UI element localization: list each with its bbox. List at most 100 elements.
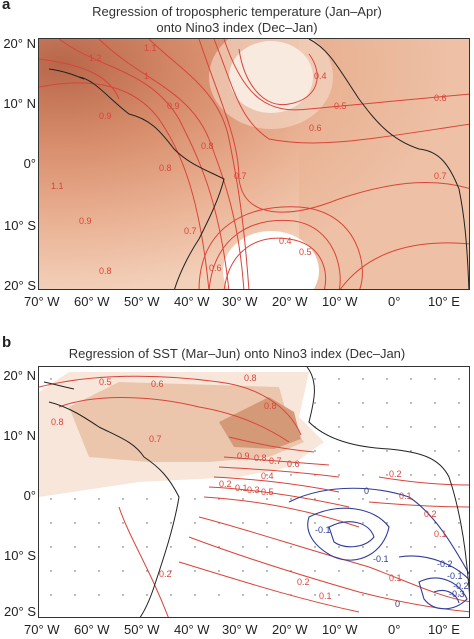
label-b-27: 0.2 <box>424 509 437 519</box>
panel-b-lon-70w: 70° W <box>24 622 60 637</box>
contour-0p7-south <box>339 242 469 289</box>
panel-b-map: 0.5 0.6 0.8 0.8 0.8 0.7 0.9 0.8 0.7 0.6 … <box>38 366 470 618</box>
pos-contour-9 <box>198 516 469 603</box>
panel-b-title: Regression of SST (Mar–Jun) onto Nino3 i… <box>68 346 406 361</box>
contour-1p2 <box>39 58 120 100</box>
contour-0p6 <box>213 39 469 144</box>
panel-a-lon-10w: 10° W <box>322 294 358 309</box>
label-b-21: -0.1 <box>315 525 331 535</box>
pos-contour-11 <box>178 561 360 613</box>
panel-b-pos-contours <box>39 375 469 617</box>
panel-a-map-svg: 1.2 1.1 1.1 1 0.9 0.9 0.8 0.8 0.7 0.7 0.… <box>39 39 469 289</box>
pos-contour-4 <box>223 456 330 466</box>
panel-b-map-svg: 0.5 0.6 0.8 0.8 0.8 0.7 0.9 0.8 0.7 0.6 … <box>39 367 469 617</box>
panel-a-contour-labels: 1.2 1.1 1.1 1 0.9 0.9 0.8 0.8 0.7 0.7 0.… <box>51 43 447 276</box>
neg-contour-2 <box>328 521 375 548</box>
label-a-8: 0.7 <box>234 171 247 181</box>
contour-0p5 <box>223 39 469 111</box>
pos-contour-7 <box>208 486 350 508</box>
panel-a-lat-20s: 20° S <box>4 278 36 293</box>
pos-contour-6 <box>213 476 340 493</box>
label-b-23: -0.2 <box>437 559 453 569</box>
panel-b-lon-30w: 30° W <box>222 622 258 637</box>
panel-b-lon-0: 0° <box>388 622 401 637</box>
label-b-3: 0.8 <box>51 417 64 427</box>
label-a-13: 0.5 <box>334 101 347 111</box>
label-b-6: 0.9 <box>237 451 250 461</box>
panel-a-map: 1.2 1.1 1.1 1 0.9 0.9 0.8 0.8 0.7 0.7 0.… <box>38 38 470 290</box>
contour-1p0 <box>58 39 230 289</box>
pos-contour-1 <box>39 375 302 436</box>
label-a-0: 1.2 <box>89 53 102 63</box>
pos-contour-14 <box>368 501 469 508</box>
label-b-30: -0.2 <box>453 581 469 591</box>
panel-a-lon-30w: 30° W <box>222 294 258 309</box>
label-a-2: 1.1 <box>51 181 64 191</box>
panel-a-lon-50w: 50° W <box>124 294 160 309</box>
label-a-3: 1 <box>144 71 149 81</box>
label-b-20: 0 <box>395 599 400 609</box>
label-a-18: 0.9 <box>99 111 112 121</box>
panel-a-lat-10s: 10° S <box>4 218 36 233</box>
neg-contour-3 <box>398 555 469 581</box>
label-b-15: 0.2 <box>389 469 402 479</box>
label-a-6: 0.8 <box>201 141 214 151</box>
panel-a-lat-10n: 10° N <box>3 96 36 111</box>
label-b-25: 0.2 <box>297 577 310 587</box>
pos-contour-13 <box>378 476 469 486</box>
label-a-12: 0.6 <box>209 263 222 273</box>
label-a-1: 1.1 <box>144 43 157 53</box>
label-a-4: 0.9 <box>167 101 180 111</box>
panel-b-lat-10n: 10° N <box>3 428 36 443</box>
panel-a-lon-0: 0° <box>388 294 401 309</box>
label-a-9: 0.7 <box>184 226 197 236</box>
panel-a-title-line2: onto Nino3 index (Dec–Jan) <box>156 20 318 35</box>
coast-caribbean <box>48 68 85 80</box>
label-b-22: -0.1 <box>373 554 389 564</box>
panel-a-lon-60w: 60° W <box>74 294 110 309</box>
panel-a-coastline <box>48 39 469 289</box>
panel-a-lat-20n: 20° N <box>3 36 36 51</box>
panel-b-lon-60w: 60° W <box>74 622 110 637</box>
label-b-10: 0.4 <box>261 471 274 481</box>
contour-1p1 <box>39 82 210 289</box>
label-b-28: 0.1 <box>434 529 447 539</box>
pos-contour-2 <box>58 397 290 443</box>
panel-b-lat-0: 0° <box>23 488 36 503</box>
panel-a-letter: a <box>2 0 11 13</box>
panel-b-contour-labels: 0.5 0.6 0.8 0.8 0.8 0.7 0.9 0.8 0.7 0.6 … <box>51 373 469 609</box>
coast-b-africa <box>306 367 469 594</box>
label-b-7: 0.8 <box>254 453 267 463</box>
contour-0p5-south <box>208 219 341 289</box>
contour-0p4-north <box>238 48 318 106</box>
label-a-15: 0.4 <box>314 71 327 81</box>
coast-b-caribbean <box>43 381 75 390</box>
contour-0p4-south <box>223 237 327 289</box>
panel-a-contours <box>39 39 469 289</box>
panel-a-title-line1: Regression of tropospheric temperature (… <box>92 4 382 19</box>
pos-contour-8 <box>203 496 360 528</box>
label-b-1: 0.6 <box>151 379 164 389</box>
label-b-18: 0.1 <box>389 573 402 583</box>
label-a-16: 0.4 <box>279 236 292 246</box>
panel-b-lon-20w: 20° W <box>272 622 308 637</box>
coast-b-south-america <box>48 401 180 617</box>
coast-south-america <box>78 76 225 289</box>
panel-a-lat-0: 0° <box>23 156 36 171</box>
label-b-12: 0.1 <box>235 483 248 493</box>
label-b-24: -0.1 <box>447 571 463 581</box>
pos-contour-12 <box>118 506 169 617</box>
label-b-16: 0.1 <box>399 491 412 501</box>
panel-b-lat-20n: 20° N <box>3 368 36 383</box>
panel-b-lat-10s: 10° S <box>4 548 36 563</box>
panel-b-coastline <box>43 367 469 617</box>
contour-0p7 <box>198 39 469 213</box>
panel-a-lon-10e: 10° E <box>428 294 460 309</box>
panel-b-letter: b <box>2 334 12 351</box>
label-a-14: 0.5 <box>299 247 312 257</box>
label-b-0: 0.5 <box>99 377 112 387</box>
panel-a-north-min-ring <box>209 39 333 129</box>
panel-a-south-min <box>223 231 319 289</box>
label-b-13: 0.3 <box>247 485 260 495</box>
label-b-11: 0.2 <box>219 479 232 489</box>
